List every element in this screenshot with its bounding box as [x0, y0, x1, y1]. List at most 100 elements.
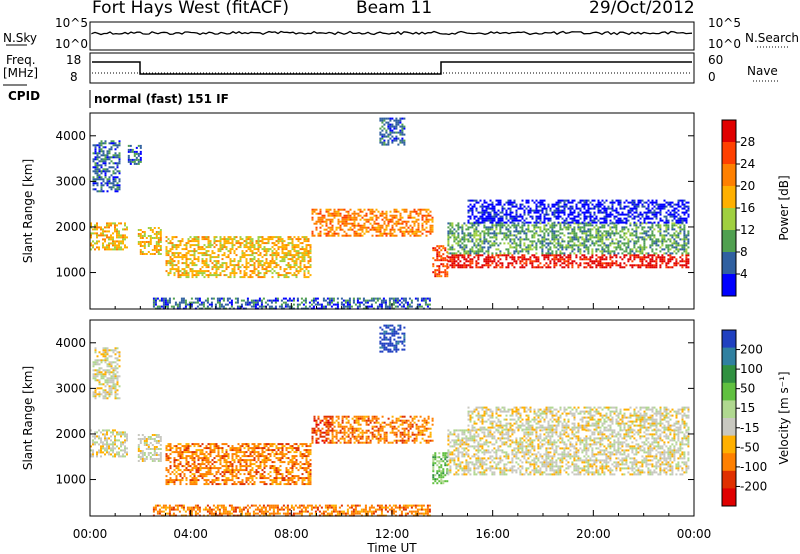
velocity-colorbar-swatch-6 [722, 435, 736, 454]
velocity-colorbar: 200 100 50 15 -15 -50 -100 -200 Velocity [m s⁻¹] [721, 329, 791, 507]
velocity-colorbar-swatch-0 [722, 330, 736, 349]
power-colorbar: 28 24 20 16 12 8 4 Power [dB] [721, 119, 791, 297]
cpid-value: normal (fast) 151 IF [94, 92, 229, 106]
power-region-0 [90, 222, 128, 251]
nave-tick-bottom: 0 [708, 70, 716, 84]
freq-series [92, 61, 692, 75]
power-region-7 [447, 254, 690, 269]
power-colorbar-swatch-3 [722, 186, 736, 209]
velocity-region-1 [92, 347, 121, 400]
time-axis: 00:00 04:00 08:00 12:00 16:00 20:00 00:00 Time … [73, 527, 712, 554]
power-ylabel: Slant Range [km] [21, 159, 35, 263]
velocity-region-0 [90, 429, 128, 458]
beam-title: Beam 11 [356, 0, 433, 18]
power-colorbar-swatch-0 [722, 120, 736, 143]
velocity-colorbar-swatch-7 [722, 453, 736, 472]
freq-tick-bottom: 8 [70, 70, 78, 84]
velocity-colorbar-label-1: 100 [740, 362, 763, 376]
velocity-colorbar-swatch-5 [722, 418, 736, 437]
date-title: 29/Oct/2012 [589, 0, 695, 18]
velocity-region-2 [137, 434, 162, 462]
power-region-1 [92, 140, 121, 193]
power-colorbar-swatch-6 [722, 252, 736, 275]
velocity-colorbar-title: Velocity [m s⁻¹] [777, 371, 791, 464]
velocity-region-10 [152, 504, 431, 517]
nsearch-label: N.Search [745, 31, 800, 45]
station-title: Fort Hays West (fitACF) [92, 0, 289, 18]
velocity-colorbar-swatch-8 [722, 470, 736, 489]
power-colorbar-swatch-5 [722, 230, 736, 253]
nsky-series [91, 30, 693, 36]
velocity-region-4 [311, 415, 334, 444]
velocity-colorbar-swatch-1 [722, 347, 736, 366]
velocity-ytick-label-2: 3000 [55, 381, 86, 395]
velocity-ytick-label-1: 2000 [55, 427, 86, 441]
power-colorbar-label-6: 4 [740, 267, 748, 281]
freq-label: Freq. [6, 53, 36, 67]
power-region-6 [432, 245, 449, 278]
power-ytick-label-0: 1000 [55, 266, 86, 280]
velocity-colorbar-label-4: -15 [740, 421, 760, 435]
freq-panel-frame [89, 52, 695, 84]
velocity-region-5 [331, 415, 434, 444]
nsky-label: N.Sky [3, 31, 38, 45]
velocity-ylabel: Slant Range [km] [21, 366, 35, 470]
nsky-panel-frame [89, 21, 695, 51]
power-colorbar-label-4: 12 [740, 223, 755, 237]
power-ytick-label-2: 3000 [55, 174, 86, 188]
power-colorbar-swatch-4 [722, 208, 736, 231]
power-colorbar-swatch-7 [722, 274, 736, 297]
velocity-region-7 [447, 429, 690, 476]
velocity-colorbar-label-5: -50 [740, 440, 760, 454]
power-colorbar-swatch-2 [722, 164, 736, 187]
power-colorbar-title: Power [dB] [777, 175, 791, 240]
velocity-colorbar-label-6: -100 [740, 460, 767, 474]
xtick-label-0: 00:00 [73, 527, 108, 541]
power-panel: 1000 2000 3000 4000 Slant Range [km] 28 24 20 16… [21, 112, 791, 310]
power-colorbar-label-2: 20 [740, 179, 755, 193]
freq-unit: [MHz] [3, 66, 39, 80]
power-region-11 [152, 297, 431, 310]
power-colorbar-label-0: 28 [740, 135, 755, 149]
power-colorbar-label-5: 8 [740, 245, 748, 259]
power-colorbar-label-3: 16 [740, 201, 755, 215]
nave-tick-top: 60 [708, 53, 724, 67]
velocity-region-9 [379, 324, 406, 353]
velocity-ytick-label-3: 4000 [55, 336, 86, 350]
velocity-colorbar-swatch-2 [722, 365, 736, 384]
power-region-4 [165, 236, 312, 279]
velocity-colorbar-swatch-4 [722, 400, 736, 419]
freq-tick-top: 18 [66, 53, 82, 67]
xtick-label-1: 04:00 [173, 527, 208, 541]
xtick-label-3: 12:00 [375, 527, 410, 541]
power-region-10 [379, 117, 406, 146]
nsearch-tick-top: 10^5 [708, 16, 741, 30]
nave-label: Nave [747, 64, 778, 78]
power-region-5 [311, 208, 434, 237]
nsky-tick-top: 10^5 [55, 16, 88, 30]
xtick-label-4: 16:00 [475, 527, 510, 541]
velocity-colorbar-label-7: -200 [740, 479, 767, 493]
velocity-region-6 [432, 452, 449, 485]
power-region-9 [467, 199, 690, 224]
nsky-tick-bottom: 10^0 [55, 37, 88, 51]
xtick-label-6: 00:00 [677, 527, 712, 541]
velocity-ytick-label-0: 1000 [55, 473, 86, 487]
power-region-2 [127, 144, 142, 165]
velocity-colorbar-label-3: 15 [740, 401, 755, 415]
velocity-region-8 [467, 406, 690, 431]
xtick-label-2: 08:00 [274, 527, 309, 541]
xaxis-label: Time UT [366, 541, 417, 554]
velocity-colorbar-swatch-9 [722, 488, 736, 507]
nsearch-tick-bottom: 10^0 [708, 37, 741, 51]
velocity-colorbar-label-2: 50 [740, 382, 755, 396]
velocity-region-3 [165, 443, 312, 486]
power-region-3 [137, 227, 162, 255]
cpid-label: CPID [8, 89, 41, 103]
velocity-colorbar-swatch-3 [722, 382, 736, 401]
power-region-8 [447, 222, 690, 255]
velocity-colorbar-label-0: 200 [740, 343, 763, 357]
power-colorbar-label-1: 24 [740, 157, 755, 171]
velocity-panel: 1000 2000 3000 4000 Slant Range [km] 200 100 50… [21, 319, 791, 517]
